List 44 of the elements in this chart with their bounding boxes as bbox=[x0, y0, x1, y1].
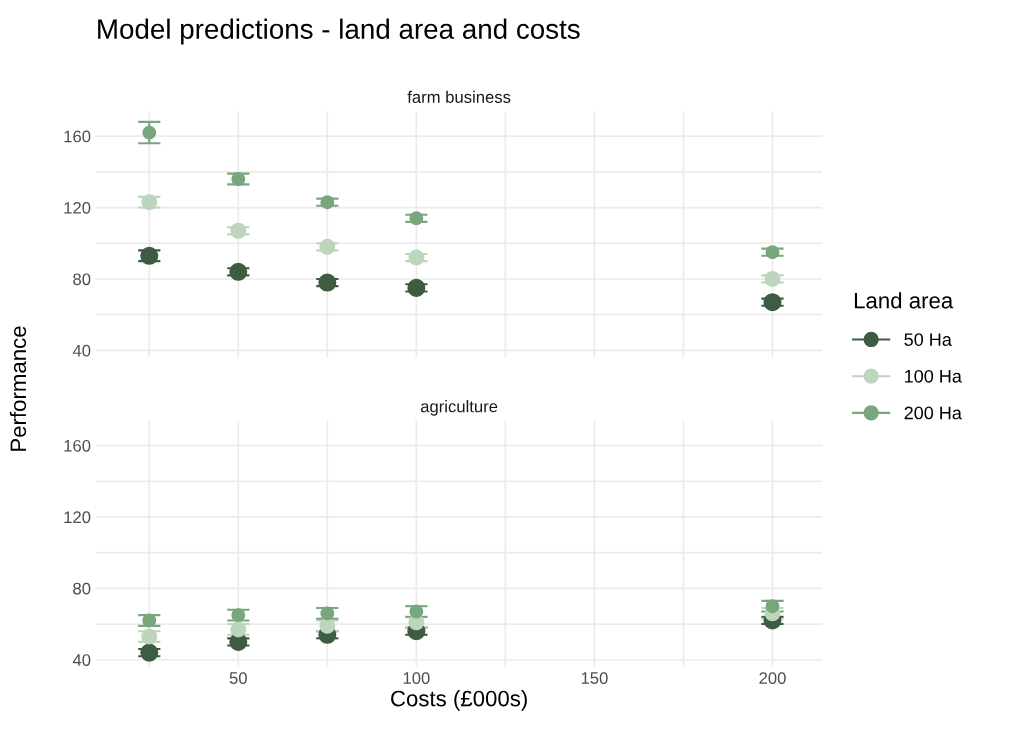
point bbox=[230, 222, 247, 239]
chart-title: Model predictions - land area and costs bbox=[98, 18, 580, 45]
point bbox=[409, 211, 424, 226]
point bbox=[141, 194, 158, 211]
x-tick-label: 150 bbox=[581, 672, 608, 684]
point bbox=[230, 621, 247, 638]
point bbox=[319, 617, 336, 634]
x-tick-label: 100 bbox=[403, 672, 430, 684]
point bbox=[142, 125, 157, 140]
point bbox=[409, 604, 424, 619]
y-tick-label: 160 bbox=[64, 439, 91, 452]
y-tick-label: 120 bbox=[64, 511, 91, 524]
y-tick-label: 120 bbox=[64, 201, 91, 214]
point bbox=[763, 293, 782, 312]
y-tick-label: 40 bbox=[72, 344, 91, 357]
chart-subtitle: farm business bbox=[407, 90, 511, 103]
point bbox=[320, 195, 335, 210]
point bbox=[229, 262, 248, 281]
point bbox=[141, 628, 158, 645]
x-axis-title: Costs (£000s) bbox=[391, 690, 527, 711]
y-tick-label: 40 bbox=[72, 654, 91, 666]
chart-subtitle: agriculture bbox=[420, 400, 498, 416]
point bbox=[142, 613, 157, 628]
point bbox=[231, 172, 246, 186]
point bbox=[140, 643, 159, 662]
x-tick-label: 200 bbox=[759, 672, 786, 684]
point bbox=[318, 273, 337, 292]
y-axis-title: Performance bbox=[9, 326, 27, 451]
y-tick-label: 160 bbox=[64, 130, 91, 143]
point bbox=[319, 238, 336, 255]
x-tick-label: 50 bbox=[229, 672, 247, 684]
point bbox=[765, 245, 780, 260]
legend-title: Land area bbox=[854, 292, 954, 309]
point bbox=[765, 599, 780, 614]
point bbox=[764, 270, 781, 287]
y-tick-label: 80 bbox=[73, 582, 91, 595]
y-tick-label: 80 bbox=[73, 273, 91, 286]
legend-label: 100 Ha bbox=[905, 369, 962, 383]
point bbox=[231, 608, 246, 623]
legend-label: 200 Ha bbox=[904, 406, 962, 420]
point bbox=[407, 278, 426, 297]
point bbox=[320, 606, 335, 621]
point bbox=[408, 249, 425, 266]
legend-label: 50 Ha bbox=[904, 333, 952, 346]
